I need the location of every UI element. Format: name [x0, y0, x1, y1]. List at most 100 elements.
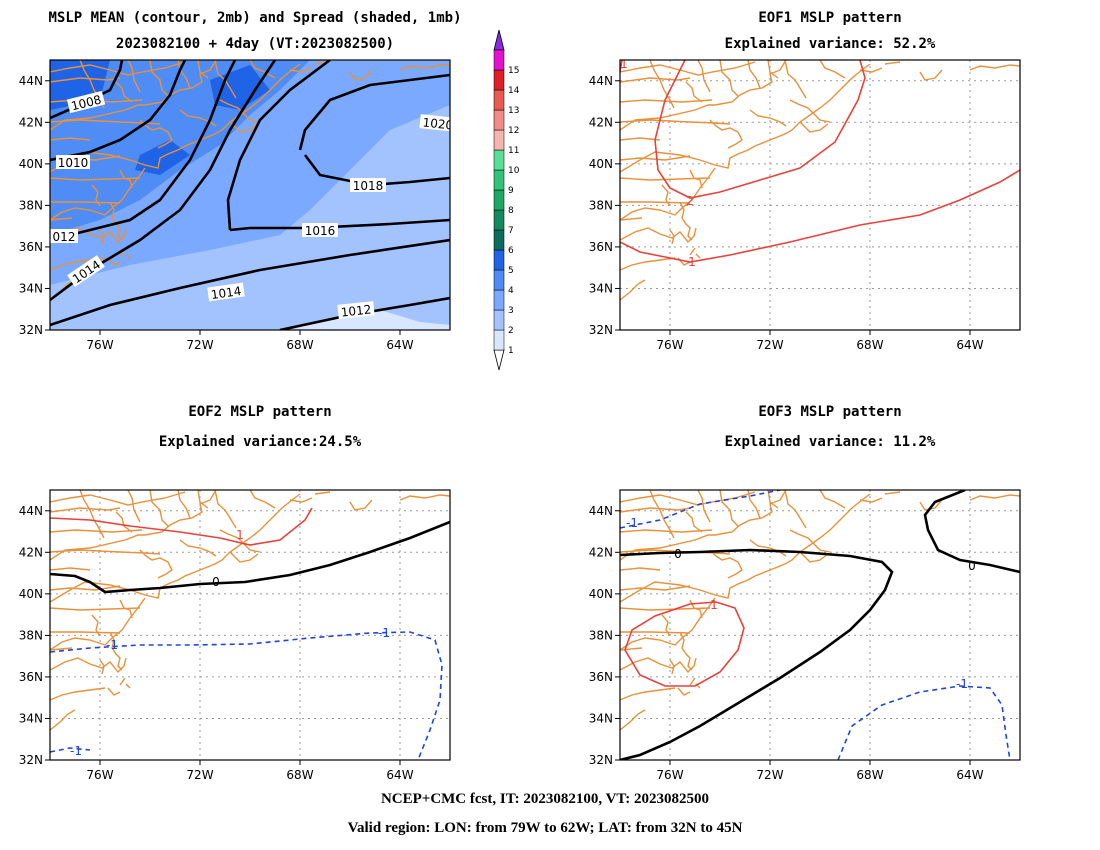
isobar-label-1016: 1016 — [305, 224, 336, 238]
panel3-plot: 1 0 -1 -1 -1 76W 72W 68W 64W 32N 34N 36N 38N 40N… — [19, 489, 451, 782]
colorbar-swatch — [493, 189, 505, 211]
y-tick-label: 32N — [589, 753, 613, 767]
x-tick-label: 72W — [186, 338, 213, 352]
y-tick-label: 42N — [19, 115, 43, 129]
y-tick-label: 42N — [19, 545, 43, 559]
eof2-label-neg1-corner: -1 — [70, 744, 82, 758]
eof2-label-0: 0 — [212, 575, 220, 589]
x-tick-label: 68W — [286, 768, 313, 782]
colorbar-label: 3 — [508, 306, 514, 316]
y-tick-label: 38N — [19, 198, 43, 212]
colorbar-label: 2 — [508, 326, 514, 336]
x-tick-label: 76W — [656, 768, 683, 782]
y-tick-label: 42N — [589, 545, 613, 559]
isobar-label-1012: 1012 — [340, 302, 372, 319]
y-tick-label: 34N — [589, 281, 613, 295]
spread-fill-1 — [290, 310, 450, 330]
isobar-label-012: 012 — [53, 230, 76, 244]
colorbar-label: 10 — [508, 166, 520, 176]
panel1-frame — [49, 59, 451, 331]
x-tick-label: 64W — [956, 338, 983, 352]
colorbar-label: 4 — [508, 286, 514, 296]
y-tick-label: 38N — [589, 628, 613, 642]
colorbar-label: 13 — [508, 106, 519, 116]
x-tick-label: 72W — [756, 338, 783, 352]
colorbar-label: 15 — [508, 66, 519, 76]
eof3-label-0-west: 0 — [674, 547, 682, 561]
colorbar-swatch — [493, 49, 505, 71]
y-tick-label: 40N — [589, 157, 613, 171]
colorbar-swatch — [493, 169, 505, 191]
eof3-label-neg1-north: -1 — [626, 516, 638, 530]
eof1-label-2: 2 — [686, 194, 694, 208]
y-tick-label: 36N — [589, 240, 613, 254]
x-tick-label: 64W — [386, 768, 413, 782]
eof2-positive-contour — [50, 507, 313, 546]
colorbar-label: 8 — [508, 206, 514, 216]
y-tick-label: 44N — [19, 74, 43, 88]
x-tick-label: 72W — [756, 768, 783, 782]
x-tick-label: 72W — [186, 768, 213, 782]
eof3-label-0-east: 0 — [968, 559, 976, 573]
panel3-subtitle: Explained variance:24.5% — [159, 434, 362, 450]
y-tick-label: 32N — [19, 753, 43, 767]
eof1-positive-1-contour — [620, 169, 1020, 263]
eof3-negative-south-contour — [837, 685, 1011, 760]
panel1-plot: 1008 1010 012 1014 1014 1016 1018 1020 1… — [19, 59, 451, 352]
colorbar-swatch — [493, 289, 505, 311]
y-tick-label: 38N — [589, 198, 613, 212]
x-tick-label: 68W — [856, 338, 883, 352]
x-tick-label: 64W — [386, 338, 413, 352]
colorbar-swatch — [493, 209, 505, 231]
eof2-zero-contour — [50, 520, 450, 594]
eof3-positive-contour — [624, 601, 745, 687]
spread-fill-5 — [50, 60, 270, 175]
x-tick-label: 76W — [86, 768, 113, 782]
eof3-label-1: 1 — [710, 598, 718, 612]
colorbar-bottom-arrow — [493, 349, 505, 371]
colorbar-label: 5 — [508, 266, 514, 276]
eof1-positive-2-contour — [654, 60, 866, 199]
colorbar-label: 6 — [508, 246, 514, 256]
panel4-frame — [619, 489, 1021, 761]
y-tick-label: 44N — [589, 74, 613, 88]
colorbar-label: 12 — [508, 126, 519, 136]
y-tick-label: 44N — [19, 504, 43, 518]
colorbar-swatch — [493, 149, 505, 171]
y-tick-label: 42N — [589, 115, 613, 129]
eof3-zero-contour-main — [620, 548, 894, 760]
colorbar-swatch — [493, 89, 505, 111]
eof2-label-neg1-west: -1 — [106, 638, 118, 652]
eof1-label-1: 1 — [688, 255, 696, 269]
panel4-title: EOF3 MSLP pattern — [758, 404, 901, 420]
eof2-negative-corner-contour — [50, 747, 91, 753]
panel1-subtitle: 2023082100 + 4day (VT:2023082500) — [116, 36, 394, 52]
panel4-subtitle: Explained variance: 11.2% — [725, 434, 936, 450]
y-tick-label: 40N — [589, 587, 613, 601]
eof3-negative-north-contour — [620, 490, 781, 529]
colorbar-swatch — [493, 129, 505, 151]
colorbar-label: 11 — [508, 146, 519, 156]
colorbar-label: 9 — [508, 186, 514, 196]
isobar-lines — [50, 60, 450, 330]
panel2-plot: 2 1 1 76W 72W 68W 64W 32N 34N 36N 38N 40N 42N 44N — [589, 59, 1021, 352]
panel3-frame — [49, 489, 451, 761]
colorbar-swatch — [493, 229, 505, 251]
colorbar-swatch — [493, 329, 505, 351]
colorbar-swatch — [493, 69, 505, 91]
y-tick-label: 36N — [589, 670, 613, 684]
panel1-title: MSLP MEAN (contour, 2mb) and Spread (sha… — [48, 10, 461, 26]
y-tick-label: 40N — [19, 157, 43, 171]
y-tick-label: 36N — [19, 670, 43, 684]
y-tick-label: 38N — [19, 628, 43, 642]
footer-forecast-line: NCEP+CMC fcst, IT: 2023082100, VT: 20230… — [381, 791, 709, 807]
eof2-label-neg1-east: -1 — [378, 626, 390, 640]
panel3-title: EOF2 MSLP pattern — [188, 404, 331, 420]
panel4-plot: -1 0 0 1 -1 76W 72W 68W 64W 32N 34N 36N 38N 40N 4… — [589, 489, 1021, 782]
panel2-frame — [619, 59, 1021, 331]
x-tick-label: 76W — [86, 338, 113, 352]
x-tick-label: 76W — [656, 338, 683, 352]
y-tick-label: 32N — [589, 323, 613, 337]
